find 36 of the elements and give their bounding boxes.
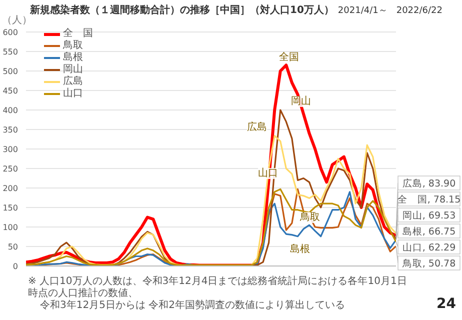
chart-title: 新規感染者数（１週間移動合計）の推移［中国］（対人口10万人） xyxy=(30,5,334,16)
data-label: 全 国, 78.15 xyxy=(397,194,461,206)
text: ※ 人口10万人の人数は、令和3年12月4日までは総務省統計局における各年10月1日時点の人口推計の数値、 xyxy=(28,276,408,300)
data-label: 広島, 83.90 xyxy=(402,178,456,190)
annotation: 島根 xyxy=(290,244,310,255)
data-label: 鳥取, 50.78 xyxy=(401,258,456,270)
y-tick-label: 250 xyxy=(2,164,18,174)
annotation: 山口 xyxy=(258,168,278,179)
chart-subtitle: 2021/4/1～ 2022/6/22 xyxy=(338,6,442,16)
data-label: 山口, 62.29 xyxy=(402,242,456,254)
y-tick-label: 50 xyxy=(8,242,18,252)
annotation: 広島 xyxy=(247,122,267,133)
y-tick-label: 400 xyxy=(2,106,18,115)
data-label: 岡山, 69.53 xyxy=(402,210,456,222)
legend-label: 山口 xyxy=(63,88,83,100)
text: 24 xyxy=(436,296,456,312)
annotation: 岡山 xyxy=(291,96,311,107)
y-tick-label: 0 xyxy=(12,262,18,271)
legend-label: 広島 xyxy=(63,76,83,88)
y-tick-label: 150 xyxy=(2,203,18,212)
y-tick-label: 550 xyxy=(2,47,18,56)
legend-label: 島根 xyxy=(63,52,83,64)
annotation: 全国 xyxy=(279,52,299,63)
y-tick-label: 100 xyxy=(2,222,18,232)
legend-label: 全 国 xyxy=(63,28,93,40)
text: 令和3年12月5日からは 令和2年国勢調査の数値により算出している xyxy=(39,300,346,312)
y-tick-label: 350 xyxy=(2,125,18,134)
y-tick-label: 200 xyxy=(2,184,18,193)
data-label: 島根, 66.75 xyxy=(402,226,456,238)
y-tick-label: 500 xyxy=(2,66,18,76)
y-tick-label: 600 xyxy=(2,28,18,37)
y-tick-label: 450 xyxy=(2,86,18,96)
y-tick-label: 300 xyxy=(2,144,18,154)
legend-label: 鳥取 xyxy=(63,40,83,52)
y-axis-title: （人） xyxy=(2,14,32,27)
legend-label: 岡山 xyxy=(63,64,83,76)
